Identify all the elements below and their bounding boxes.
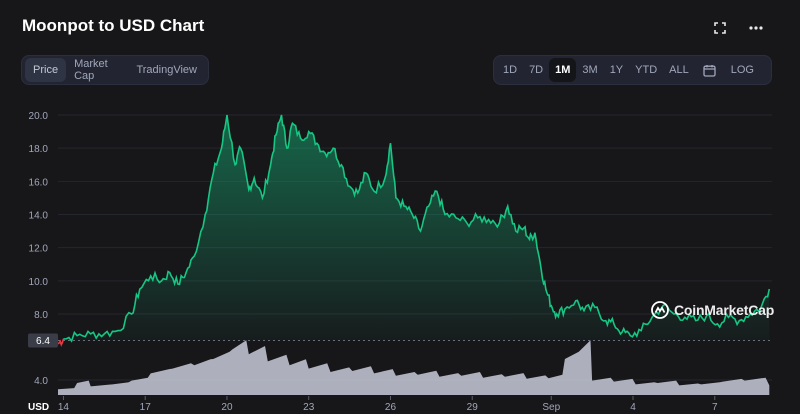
watermark-text: CoinMarketCap [674, 302, 775, 318]
y-tick-label: 10.0 [29, 277, 49, 288]
range-7d[interactable]: 7D [529, 64, 544, 76]
range-tabs: 1D 7D 1M 3M 1Y YTD ALL LOG [493, 55, 772, 85]
y-axis: 20.0 18.0 16.0 14.0 12.0 10.0 8.0 4.0 [29, 111, 49, 387]
volume-area [58, 340, 770, 395]
x-tick-label: 29 [467, 402, 479, 413]
currency-label: USD [28, 402, 49, 413]
x-tick-label: 23 [303, 402, 315, 413]
fullscreen-icon[interactable] [712, 20, 728, 36]
range-3m[interactable]: 3M [582, 64, 598, 76]
price-area [63, 115, 770, 342]
y-tick-label: 8.0 [34, 310, 48, 321]
x-tick-label: 20 [221, 402, 233, 413]
y-tick-label: 16.0 [29, 177, 49, 188]
range-1d[interactable]: 1D [503, 64, 518, 76]
tab-price[interactable]: Price [25, 58, 67, 82]
price-line-below-start [57, 338, 65, 347]
calendar-icon [703, 64, 716, 77]
y-tick-label: 4.0 [34, 376, 48, 387]
x-tick-label: 14 [58, 402, 70, 413]
coinmarketcap-watermark: CoinMarketCap [650, 300, 774, 320]
range-1m[interactable]: 1M [549, 58, 577, 82]
x-tick-label: 17 [140, 402, 152, 413]
x-tick-label: 4 [630, 402, 636, 413]
range-all[interactable]: ALL [669, 64, 689, 76]
range-ytd[interactable]: YTD [635, 64, 658, 76]
volume-bars [58, 340, 770, 395]
view-tabs: Price Market Cap TradingView [21, 55, 209, 85]
baseline-tag: 6.4 [28, 333, 58, 348]
coinmarketcap-logo-icon [650, 300, 670, 320]
x-tick-label: 7 [712, 402, 718, 413]
price-chart[interactable]: 20.0 18.0 16.0 14.0 12.0 10.0 8.0 4.0 14 17 20 23 2… [0, 92, 800, 414]
tab-market-cap[interactable]: Market Cap [74, 58, 108, 82]
calendar-button[interactable] [695, 58, 725, 82]
price-line [63, 114, 771, 343]
range-1y[interactable]: 1Y [609, 64, 624, 76]
tab-tradingview[interactable]: TradingView [136, 64, 197, 76]
baseline-label: 6.4 [36, 336, 50, 347]
y-tick-label: 12.0 [29, 244, 49, 255]
y-tick-label: 18.0 [29, 144, 49, 155]
x-tick-label: Sep [542, 402, 560, 413]
top-toolbar [712, 20, 764, 36]
y-tick-label: 14.0 [29, 211, 49, 222]
log-toggle[interactable]: LOG [730, 64, 754, 76]
chart-title: Moonpot to USD Chart [22, 16, 205, 35]
x-tick-label: 26 [385, 402, 397, 413]
x-axis: 14 17 20 23 26 29 Sep 4 7 [58, 396, 718, 413]
more-icon[interactable] [748, 20, 764, 36]
y-tick-label: 20.0 [29, 111, 49, 122]
